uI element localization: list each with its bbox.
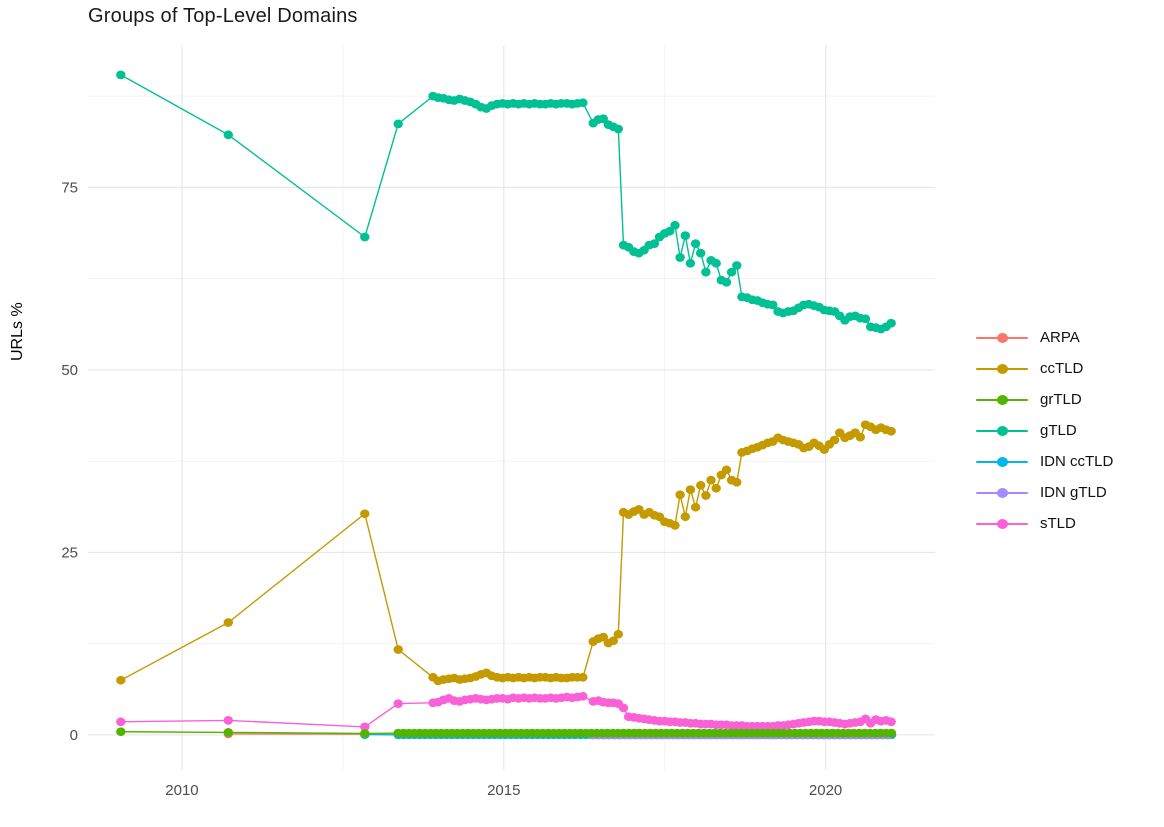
legend-item-gTLD: gTLD — [976, 415, 1113, 446]
legend-item-grTLD: grTLD — [976, 384, 1113, 415]
y-tick-label: 75 — [61, 179, 78, 196]
series-point — [685, 258, 696, 268]
series-point — [768, 300, 778, 310]
series-point — [393, 699, 403, 708]
legend-item-sTLD: sTLD — [976, 508, 1113, 539]
legend-key-dot-icon — [997, 332, 1008, 343]
series-point — [860, 314, 871, 324]
legend-item-IDN-gTLD: IDN gTLD — [976, 477, 1113, 508]
series-point — [690, 502, 701, 512]
series-point — [886, 426, 896, 436]
series-point — [649, 239, 660, 248]
series-point — [696, 480, 706, 490]
legend-key-dot-icon — [997, 363, 1008, 374]
legend-label: IDN gTLD — [1040, 484, 1107, 501]
series-line-gTLD — [120, 74, 892, 330]
series-point — [393, 119, 403, 129]
series-point — [578, 672, 588, 682]
series-point — [223, 618, 233, 627]
series-point — [665, 226, 675, 236]
legend-key — [976, 393, 1028, 407]
legend-label: gTLD — [1040, 422, 1077, 439]
y-tick-label: 25 — [61, 544, 78, 561]
legend-label: sTLD — [1040, 515, 1076, 532]
chart-title: Groups of Top-Level Domains — [88, 5, 358, 27]
series-point — [685, 485, 696, 494]
series-point — [670, 521, 680, 530]
legend-label: ARPA — [1040, 329, 1080, 346]
y-tick-label: 50 — [61, 362, 78, 379]
series-point — [608, 636, 618, 646]
x-tick-label: 2020 — [809, 782, 842, 799]
series-point — [711, 483, 721, 493]
series-point — [223, 728, 233, 737]
legend-key-dot-icon — [997, 425, 1008, 436]
legend: ARPA ccTLD grTLD gTLD IDN ccTLD IDN gTLD sTLD — [976, 322, 1113, 539]
series-point — [680, 512, 690, 522]
y-axis-title: URLs % — [9, 302, 26, 361]
series-point — [886, 318, 896, 328]
series-point — [829, 435, 840, 445]
series-point — [598, 632, 608, 642]
series-point — [360, 722, 370, 732]
series-point — [732, 261, 742, 270]
y-tick-label: 0 — [70, 727, 78, 744]
legend-key — [976, 424, 1028, 438]
series-point — [886, 728, 897, 738]
series-point — [116, 727, 126, 737]
series-point — [711, 258, 721, 268]
legend-key — [976, 362, 1028, 376]
series-point — [855, 432, 865, 442]
series-point — [726, 267, 737, 277]
series-point — [706, 475, 716, 485]
legend-label: grTLD — [1040, 391, 1082, 408]
x-tick-label: 2015 — [487, 782, 520, 799]
series-point — [116, 70, 126, 80]
legend-item-IDN-ccTLD: IDN ccTLD — [976, 446, 1113, 477]
series-point — [886, 717, 896, 727]
series-point — [701, 267, 711, 277]
series-point — [578, 691, 588, 701]
legend-key — [976, 517, 1028, 531]
legend-label: IDN ccTLD — [1040, 453, 1114, 470]
series-point — [618, 703, 629, 713]
series-point — [680, 231, 690, 240]
series-point — [360, 232, 370, 242]
series-point — [690, 239, 701, 248]
series-point — [696, 248, 706, 258]
series-point — [613, 124, 623, 134]
legend-key-dot-icon — [997, 456, 1008, 467]
series-point — [675, 253, 685, 262]
series-point — [223, 130, 233, 140]
series-point — [116, 675, 126, 685]
series-point — [393, 645, 403, 654]
series-point — [675, 490, 685, 500]
series-point — [701, 491, 711, 500]
series-point — [670, 220, 680, 230]
series-point — [721, 465, 732, 475]
series-point — [613, 629, 623, 639]
series-point — [116, 717, 126, 727]
legend-key — [976, 486, 1028, 500]
series-point — [223, 716, 233, 725]
series-point — [360, 729, 370, 738]
legend-key — [976, 331, 1028, 345]
legend-label: ccTLD — [1040, 360, 1084, 377]
series-point — [578, 98, 588, 108]
series-point — [732, 477, 742, 487]
legend-item-ARPA: ARPA — [976, 322, 1113, 353]
x-tick-label: 2010 — [165, 782, 198, 799]
legend-key-dot-icon — [997, 394, 1008, 405]
legend-key — [976, 455, 1028, 469]
series-point — [360, 509, 370, 519]
legend-key-dot-icon — [997, 518, 1008, 529]
series-point — [721, 277, 732, 287]
series-point — [598, 114, 608, 124]
legend-item-ccTLD: ccTLD — [976, 353, 1113, 384]
legend-key-dot-icon — [997, 487, 1008, 498]
